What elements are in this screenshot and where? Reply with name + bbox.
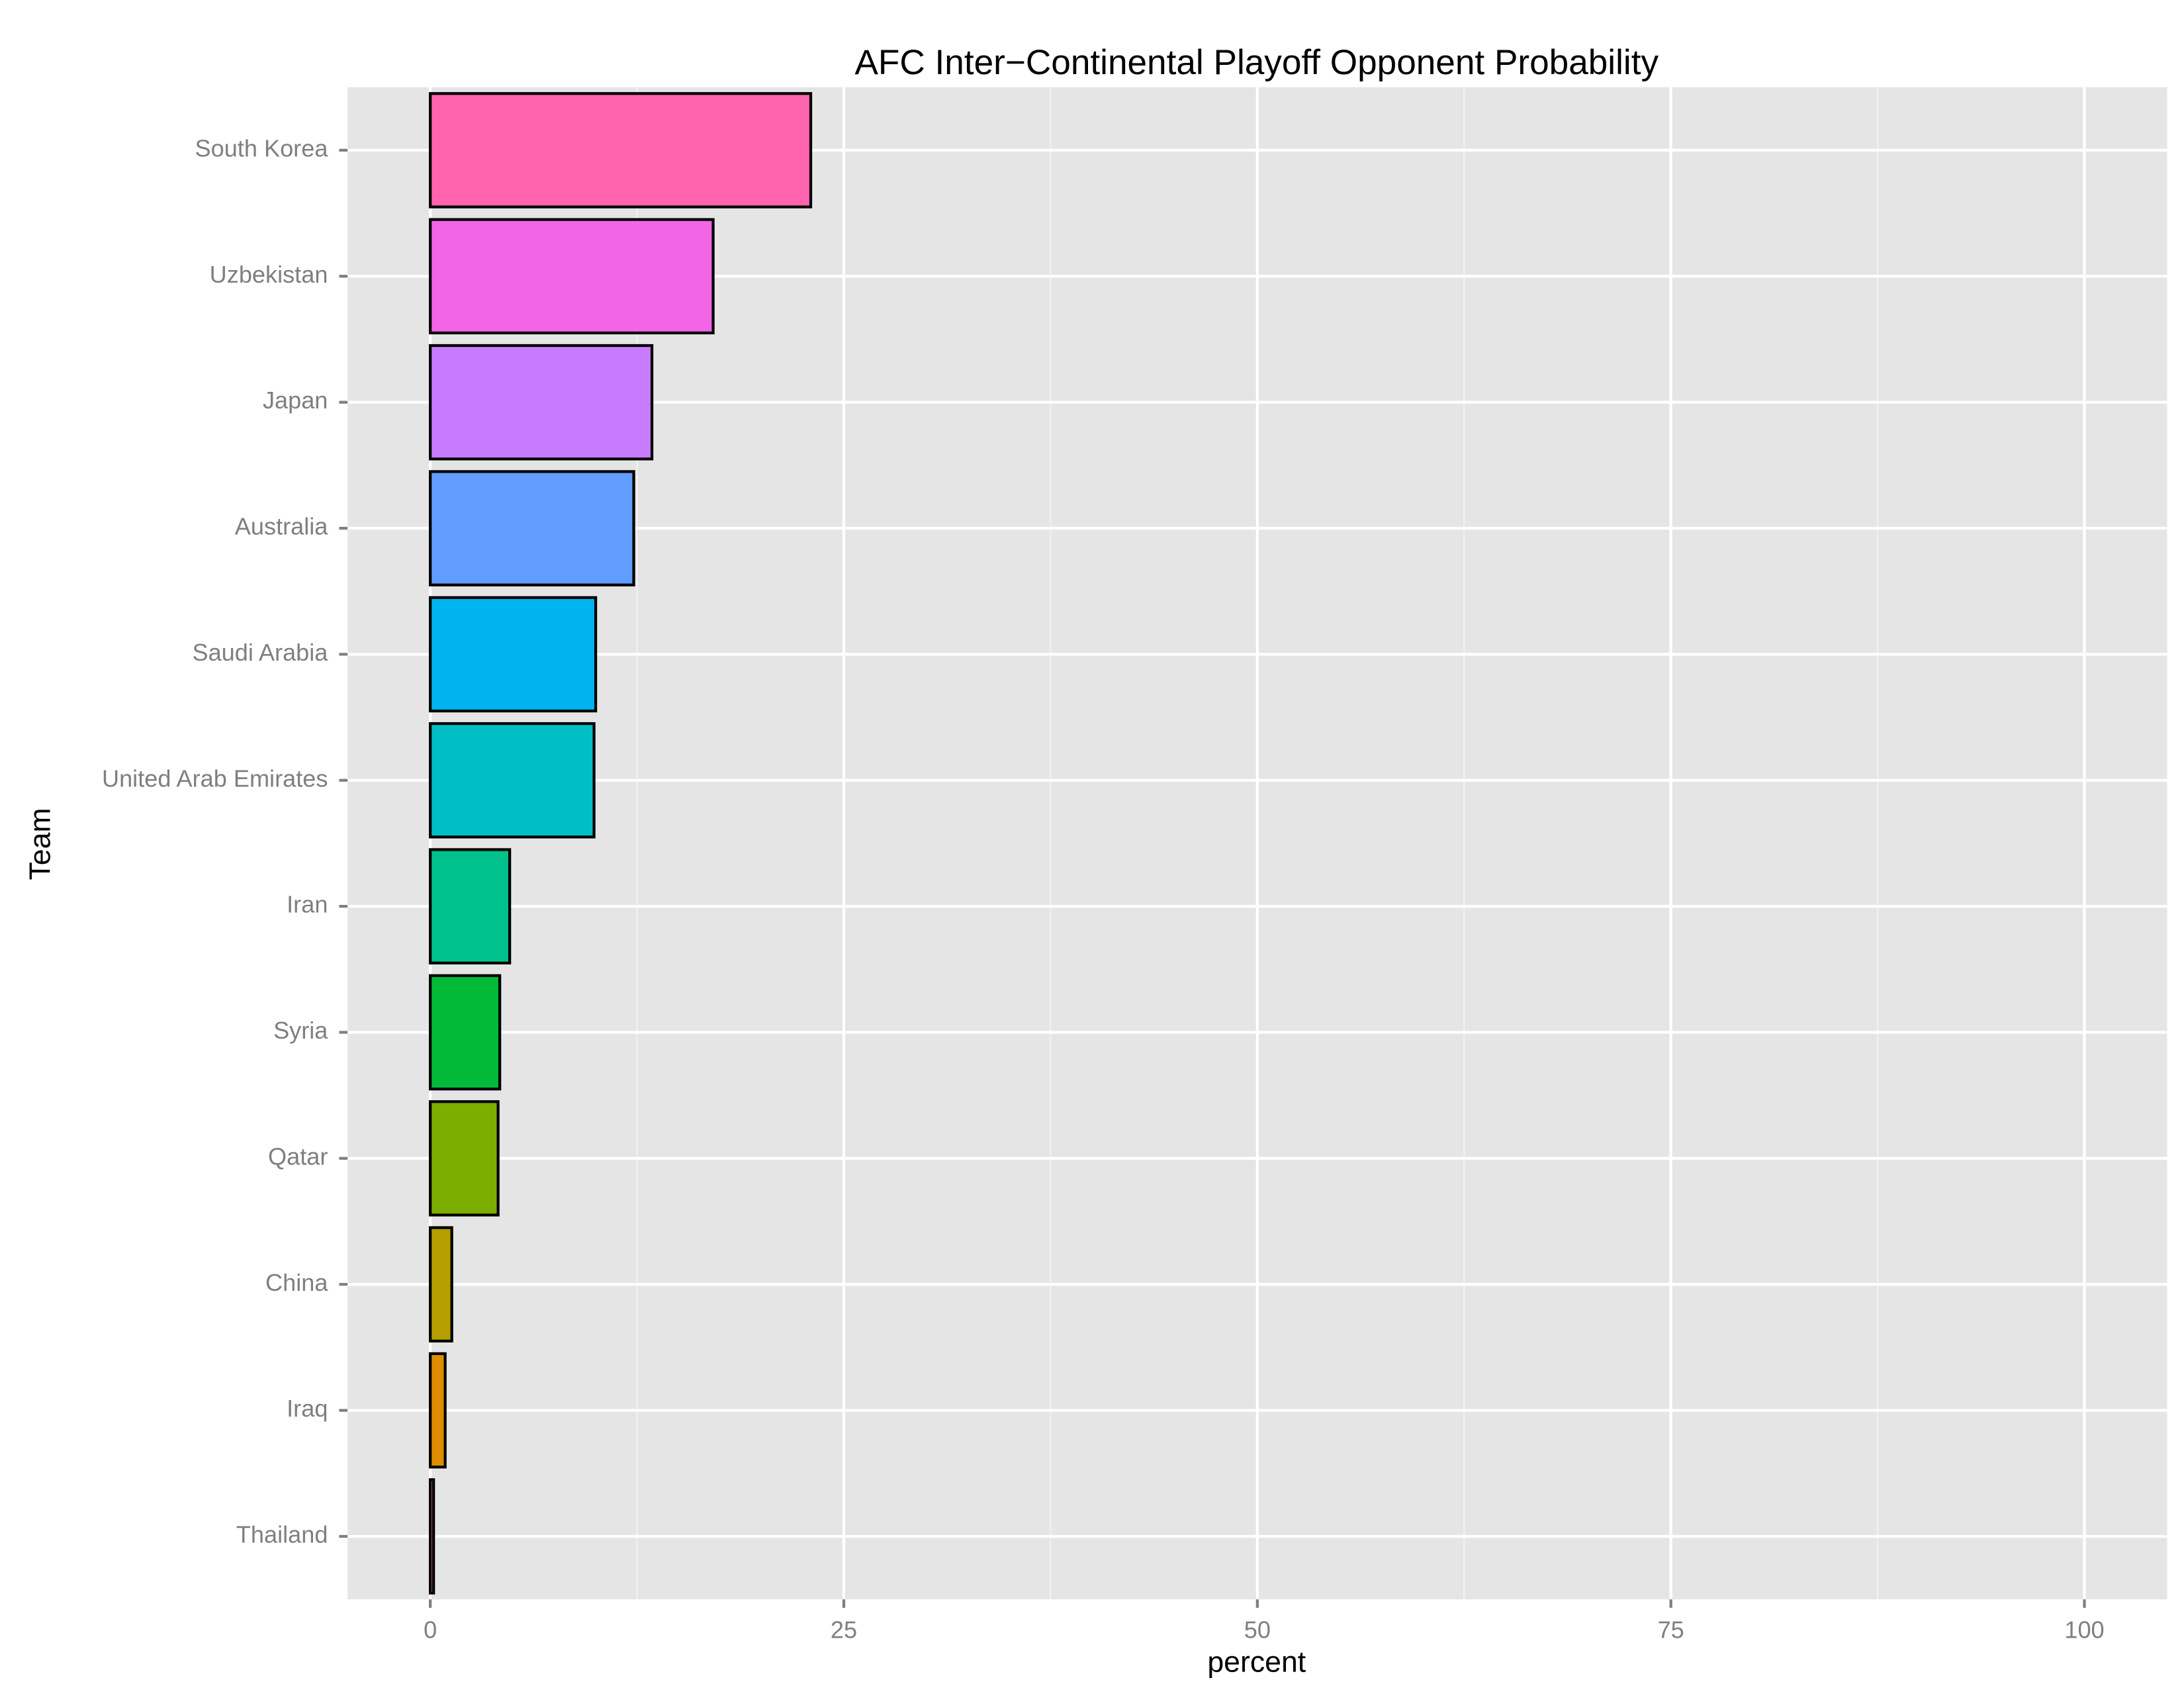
y-tick-label: Saudi Arabia [192,639,328,666]
bar [429,1226,453,1343]
chart-title: AFC Inter−Continental Playoff Opponent P… [854,43,1659,82]
bar [429,470,635,586]
y-tick-label: United Arab Emirates [102,765,328,792]
bar [429,218,715,335]
bar [429,1352,447,1469]
y-tick-label: Thailand [236,1521,328,1548]
bar [429,344,654,461]
y-tick-label: China [265,1269,328,1296]
x-tick-label: 75 [1658,1617,1684,1644]
y-tick-label: Japan [263,387,328,414]
y-tick-label: Uzbekistan [210,261,328,288]
x-axis-title: percent [1207,1646,1306,1679]
y-tick-label: Syria [273,1017,328,1044]
y-tick-label: Iran [287,891,328,918]
grid [347,87,2167,1600]
bars [429,92,813,1595]
x-tick-label: 100 [2064,1617,2104,1644]
y-tick-label: Qatar [268,1143,328,1170]
bar [429,1100,500,1217]
bar [429,974,502,1091]
y-tick-label: Australia [235,513,329,540]
y-axis-title: Team [24,808,57,880]
bar [429,722,596,839]
bar [429,848,512,964]
bar [429,596,598,713]
bar [429,92,813,209]
x-tick-label: 25 [831,1617,857,1644]
y-tick-label: Iraq [287,1395,328,1422]
bar [429,1478,435,1595]
x-tick-label: 0 [424,1617,437,1644]
x-tick-label: 50 [1244,1617,1271,1644]
y-tick-label: South Korea [195,134,329,162]
